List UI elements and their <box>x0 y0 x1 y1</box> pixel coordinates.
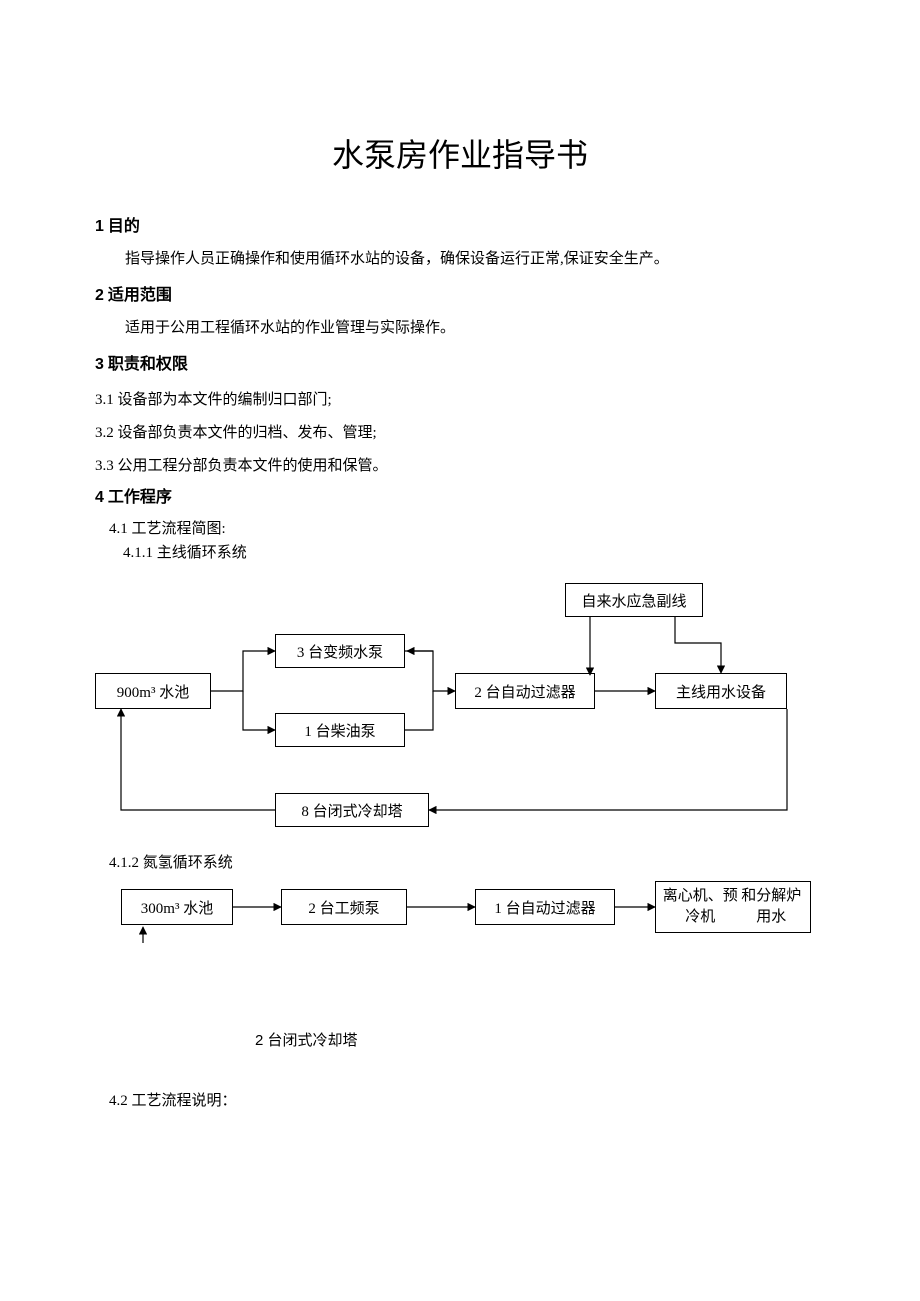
section-4-head: 4工作程序 <box>95 483 825 507</box>
node-vf-pump: 3 台变频水泵 <box>275 634 405 668</box>
diagram-mainline: 自来水应急副线 900m³ 水池 3 台变频水泵 1 台柴油泵 2 台自动过滤器… <box>95 583 825 833</box>
node-main-equipment: 主线用水设备 <box>655 673 787 709</box>
section-3-item-2: 3.2 设备部负责本文件的归档、发布、管理; <box>95 417 825 450</box>
node-pool-300: 300m³ 水池 <box>121 889 233 925</box>
section-2-num: 2 <box>95 287 104 304</box>
node-filter-2: 2 台自动过滤器 <box>455 673 595 709</box>
section-4-1-1: 4.1.1 主线循环系统 <box>123 541 825 565</box>
node-emergency: 自来水应急副线 <box>565 583 703 617</box>
section-3-label: 职责和权限 <box>108 356 188 373</box>
section-3-head: 3职责和权限 <box>95 350 825 374</box>
node-use-equipment: 离心机、预冷机 和分解炉用水 <box>655 881 811 933</box>
section-1-label: 目的 <box>108 218 140 235</box>
node-pool-900: 900m³ 水池 <box>95 673 211 709</box>
section-4-1: 4.1 工艺流程简图: <box>109 517 825 541</box>
label-cooling-2: 2 台闭式冷却塔 <box>255 1029 358 1050</box>
section-1-body: 指导操作人员正确操作和使用循环水站的设备，确保设备运行正常,保证安全生产。 <box>95 246 825 273</box>
section-3-item-1: 3.1 设备部为本文件的编制归口部门; <box>95 384 825 417</box>
section-1-num: 1 <box>95 218 104 235</box>
node-use-line1: 离心机、预冷机 <box>662 886 738 928</box>
section-2-label: 适用范围 <box>108 287 172 304</box>
section-4-label: 工作程序 <box>108 489 172 506</box>
section-1-head: 1目的 <box>95 212 825 236</box>
node-diesel-pump: 1 台柴油泵 <box>275 713 405 747</box>
section-2-body: 适用于公用工程循环水站的作业管理与实际操作。 <box>95 315 825 342</box>
section-2-head: 2适用范围 <box>95 281 825 305</box>
section-4-1-2: 4.1.2 氮氢循环系统 <box>109 851 825 875</box>
node-gf-pump: 2 台工频泵 <box>281 889 407 925</box>
node-use-line2: 和分解炉用水 <box>738 886 804 928</box>
section-4-num: 4 <box>95 489 104 506</box>
section-3-num: 3 <box>95 356 104 373</box>
page-title: 水泵房作业指导书 <box>95 130 825 176</box>
diagram-nh-cycle: 300m³ 水池 2 台工频泵 1 台自动过滤器 离心机、预冷机 和分解炉用水 … <box>95 881 825 1071</box>
node-cooling-8: 8 台闭式冷却塔 <box>275 793 429 827</box>
node-filter-1: 1 台自动过滤器 <box>475 889 615 925</box>
section-3-item-3: 3.3 公用工程分部负责本文件的使用和保管。 <box>95 450 825 483</box>
section-4-2: 4.2 工艺流程说明： <box>109 1089 825 1113</box>
